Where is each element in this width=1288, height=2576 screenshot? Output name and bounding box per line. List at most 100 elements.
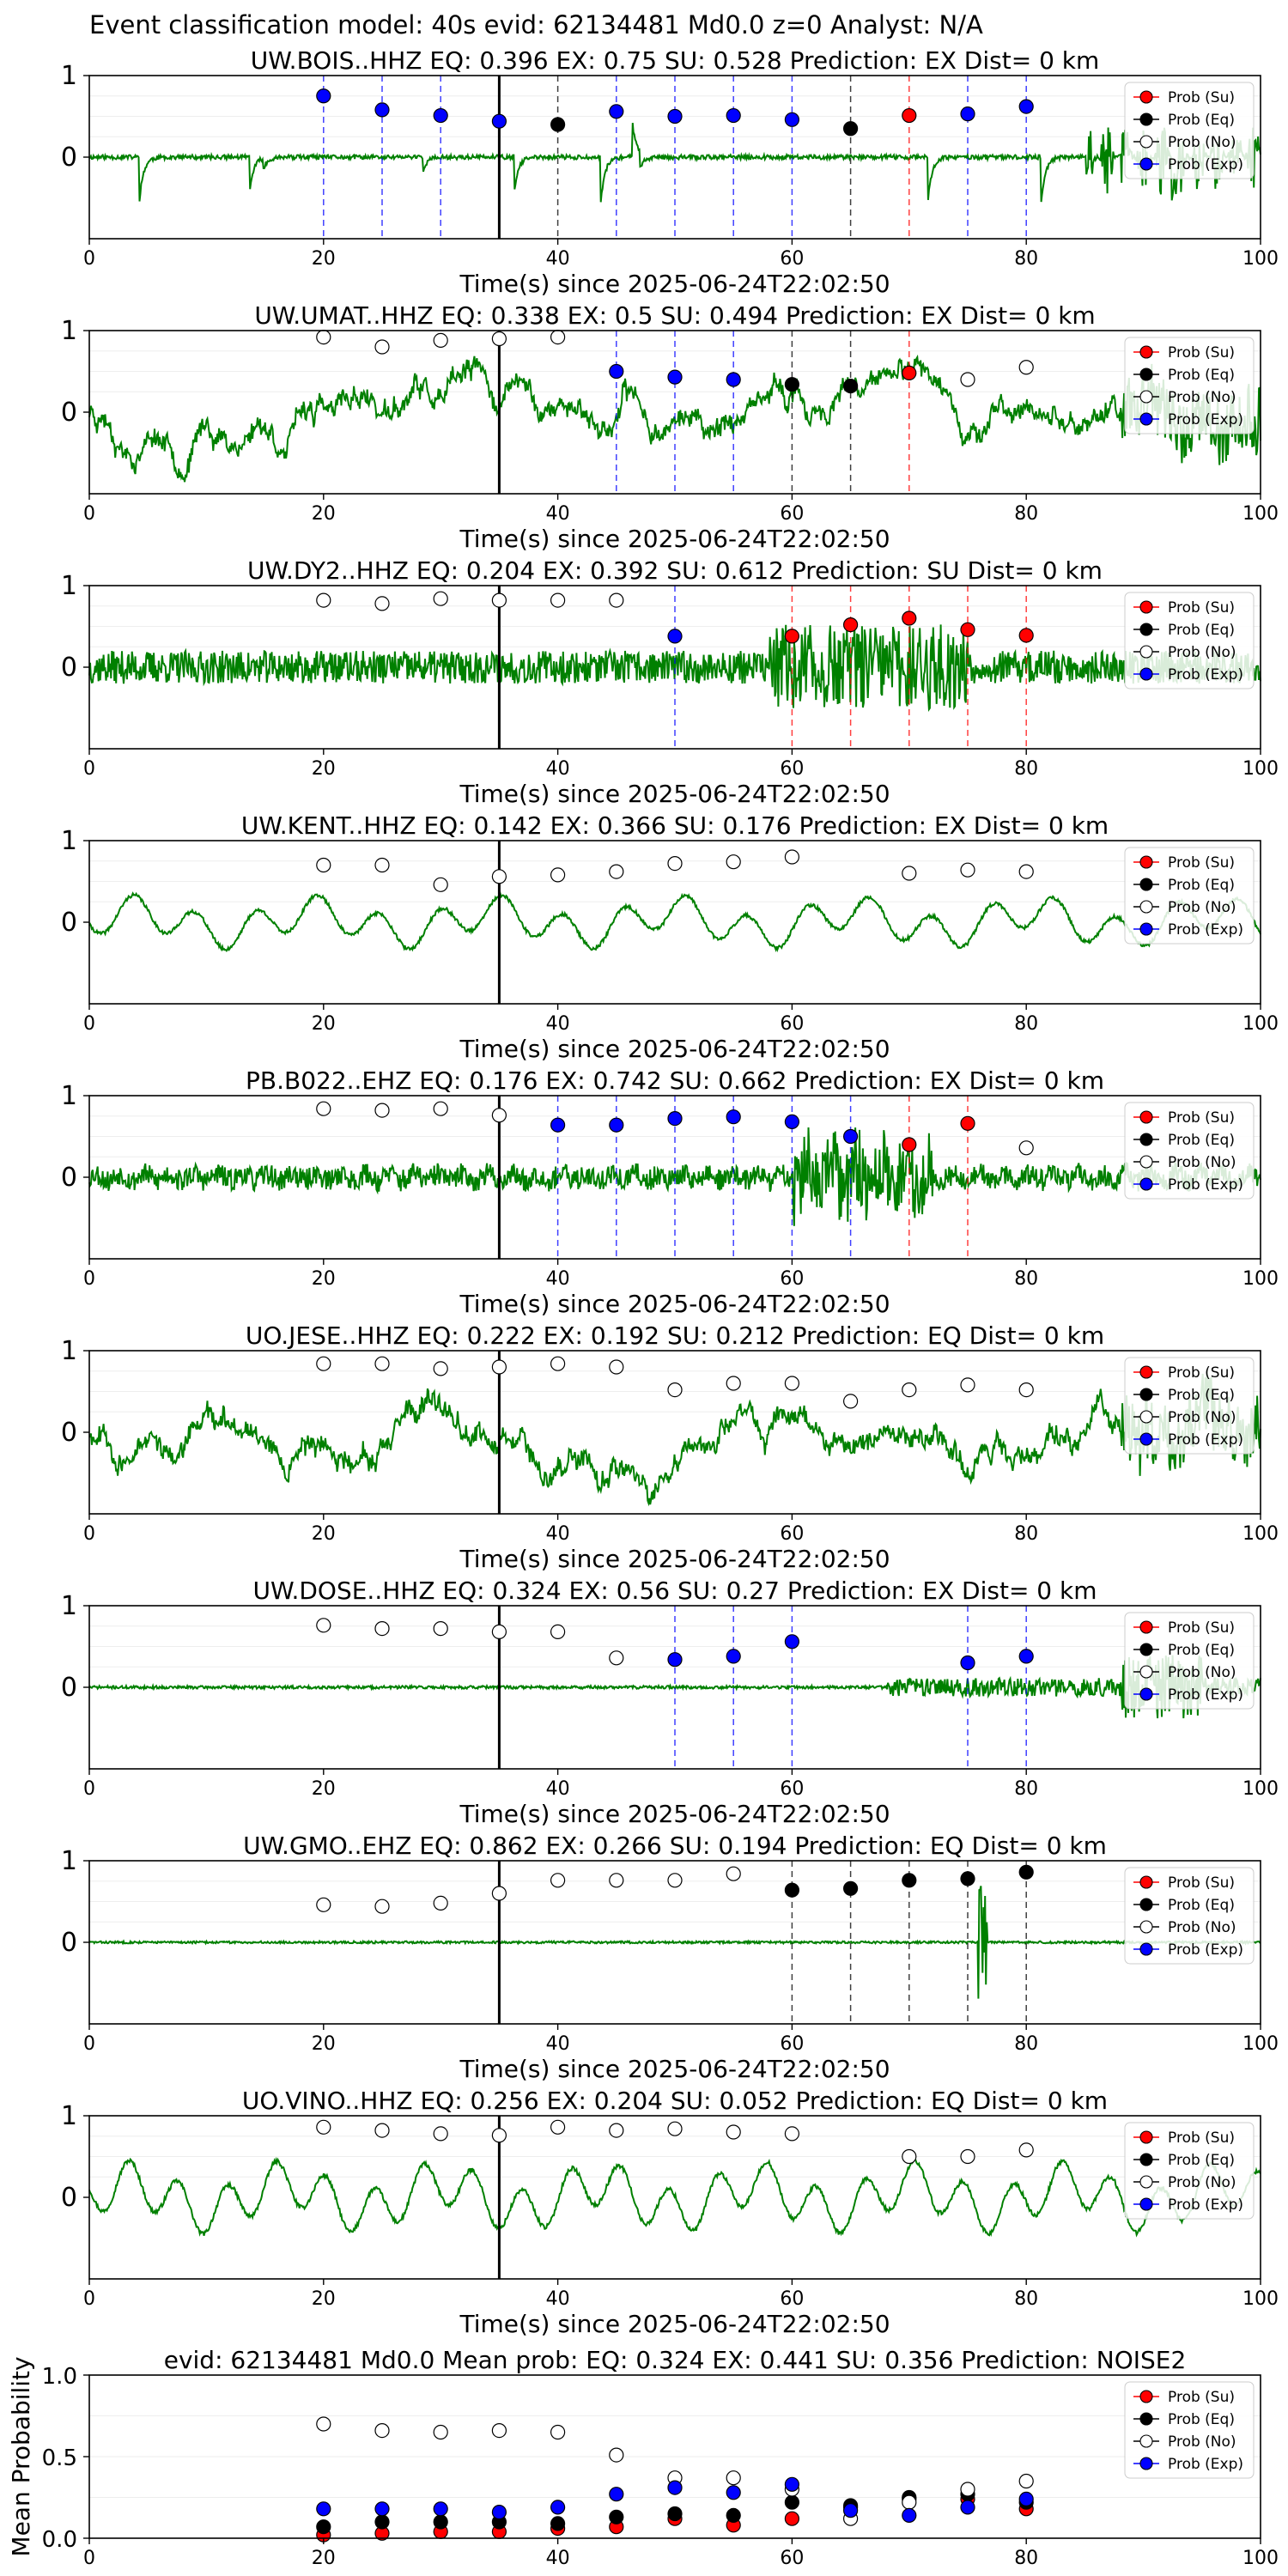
waveform-trace — [88, 890, 1261, 953]
data-point-no — [374, 1620, 390, 1637]
data-point-no — [1018, 2142, 1034, 2158]
legend-label: Prob (No) — [1168, 134, 1236, 151]
data-point-eq — [960, 1871, 975, 1886]
legend-label: Prob (Eq) — [1168, 622, 1235, 639]
panel-title: UW.GMO..EHZ EQ: 0.862 EX: 0.266 SU: 0.19… — [243, 1832, 1107, 1860]
x-tick-label: 0 — [83, 1778, 95, 1800]
legend-label: Prob (Exp) — [1168, 2196, 1243, 2214]
legend-label: Prob (Exp) — [1168, 2456, 1243, 2473]
legend-marker-no — [1139, 1920, 1153, 1934]
x-tick-label: 0 — [83, 2288, 95, 2310]
data-point-no — [374, 2423, 390, 2439]
x-tick-label: 40 — [546, 1778, 570, 1800]
data-point-no — [960, 2148, 975, 2165]
data-point-no — [550, 330, 566, 345]
y-tick-label: 0.5 — [42, 2445, 77, 2471]
legend-marker-eq — [1139, 878, 1153, 891]
data-point-exp — [902, 2507, 917, 2523]
waveform-trace — [88, 1886, 1261, 1999]
panel-9: evid: 62134481 Md0.0 Mean prob: EQ: 0.32… — [7, 2346, 1279, 2569]
legend-label: Prob (Su) — [1168, 599, 1235, 617]
legend-label: Prob (Exp) — [1168, 1686, 1243, 1704]
x-tick-label: 40 — [546, 758, 570, 780]
data-point-su — [902, 365, 917, 380]
waveform-trace — [88, 354, 1261, 483]
x-tick-label: 80 — [1014, 248, 1038, 270]
x-tick-label: 0 — [83, 2548, 95, 2569]
legend-label: Prob (Su) — [1168, 854, 1235, 872]
legend-marker-exp — [1139, 1942, 1153, 1956]
data-point-eq — [550, 117, 566, 132]
legend: Prob (Su) Prob (Eq) Prob (No) Prob (Exp) — [1124, 1102, 1255, 1200]
data-point-no — [784, 849, 800, 865]
y-tick-label: 0 — [61, 1928, 77, 1958]
x-tick-label: 100 — [1242, 758, 1279, 780]
x-tick-label: 40 — [546, 1268, 570, 1290]
x-tick-label: 0 — [83, 503, 95, 525]
x-tick-label: 20 — [312, 2548, 336, 2569]
data-point-exp — [1018, 1649, 1034, 1664]
waveform-trace — [88, 123, 1261, 203]
panel-title: UO.JESE..HHZ EQ: 0.222 EX: 0.192 SU: 0.2… — [246, 1321, 1104, 1350]
data-point-exp — [667, 108, 683, 125]
panel-1: UW.UMAT..HHZ EQ: 0.338 EX: 0.5 SU: 0.494… — [61, 301, 1279, 553]
data-point-no — [316, 592, 331, 608]
data-point-no — [316, 330, 331, 345]
x-tick-label: 60 — [780, 503, 804, 525]
data-point-exp — [609, 363, 624, 380]
data-point-exp — [550, 1117, 566, 1133]
legend-marker-eq — [1139, 368, 1153, 381]
legend-marker-no — [1139, 390, 1153, 404]
panel-title: UO.VINO..HHZ EQ: 0.256 EX: 0.204 SU: 0.0… — [242, 2087, 1108, 2115]
data-point-no — [374, 1356, 390, 1371]
legend: Prob (Su) Prob (Eq) Prob (No) Prob (Exp) — [1124, 2122, 1255, 2220]
x-tick-label: 20 — [312, 1523, 336, 1545]
data-point-no — [550, 2119, 566, 2135]
y-tick-label: 1 — [61, 316, 77, 346]
legend-label: Prob (Su) — [1168, 1619, 1235, 1637]
data-point-no — [726, 854, 741, 870]
legend-label: Prob (Eq) — [1168, 1897, 1235, 1914]
x-tick-label: 20 — [312, 1013, 336, 1035]
x-tick-label: 0 — [83, 1523, 95, 1545]
data-point-su — [902, 107, 917, 124]
x-tick-label: 0 — [83, 2033, 95, 2055]
y-tick-label: 0 — [61, 908, 77, 938]
legend-marker-eq — [1139, 112, 1153, 126]
y-tick-label: 1 — [61, 571, 77, 601]
waveform-trace — [88, 1370, 1261, 1507]
legend-label: Prob (Eq) — [1168, 1132, 1235, 1149]
legend-box — [1124, 1357, 1255, 1455]
panel-7: UW.GMO..EHZ EQ: 0.862 EX: 0.266 SU: 0.19… — [61, 1832, 1279, 2083]
legend-marker-su — [1139, 855, 1153, 869]
data-point-eq — [726, 2507, 741, 2523]
data-point-exp — [784, 1634, 800, 1649]
data-point-no — [609, 1873, 624, 1888]
legend-box — [1124, 592, 1255, 690]
x-tick-label: 60 — [780, 758, 804, 780]
legend-marker-su — [1139, 2390, 1153, 2403]
data-point-no — [609, 2447, 624, 2463]
x-tick-label: 60 — [780, 2033, 804, 2055]
data-point-no — [491, 869, 507, 884]
data-point-no — [1018, 1140, 1034, 1156]
x-tick-label: 20 — [312, 2288, 336, 2310]
x-tick-label: 40 — [546, 2033, 570, 2055]
legend-box — [1124, 847, 1255, 945]
x-tick-label: 0 — [83, 1268, 95, 1290]
panel-title: UW.UMAT..HHZ EQ: 0.338 EX: 0.5 SU: 0.494… — [254, 301, 1095, 330]
data-point-exp — [491, 2505, 507, 2520]
legend-label: Prob (Su) — [1168, 2129, 1235, 2147]
legend-marker-eq — [1139, 2412, 1153, 2426]
data-point-no — [609, 592, 624, 608]
legend-label: Prob (No) — [1168, 899, 1236, 916]
x-tick-label: 60 — [780, 248, 804, 270]
data-point-no — [902, 2148, 917, 2165]
legend-marker-su — [1139, 1875, 1153, 1889]
data-point-su — [902, 1137, 917, 1152]
x-tick-label: 80 — [1014, 2033, 1038, 2055]
legend-marker-eq — [1139, 2153, 1153, 2166]
legend-label: Prob (No) — [1168, 1664, 1236, 1681]
data-point-exp — [374, 2501, 390, 2517]
data-point-no — [433, 2126, 448, 2142]
